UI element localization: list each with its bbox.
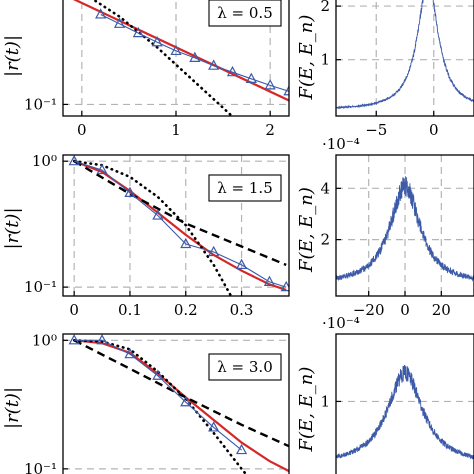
x-tick-label: −20 — [353, 301, 385, 319]
series-line-dashed — [73, 339, 289, 448]
annotation-label: λ = 0.5 — [217, 4, 272, 22]
grid-F_lambda_15 — [336, 155, 474, 296]
y-axis-label: F(E, E_n) — [296, 367, 317, 453]
series-r_lambda_05 — [72, 0, 289, 116]
series-line-blue — [100, 14, 289, 92]
y-tick-label: 1 — [320, 51, 330, 69]
data-point-triangle — [189, 51, 201, 62]
x-tick-label: 0.2 — [174, 301, 198, 319]
x-tick-label: 0.3 — [230, 301, 254, 319]
x-tick-label: 20 — [432, 301, 451, 319]
y-tick-label: 2 — [320, 231, 330, 249]
spectrum-line — [336, 0, 474, 110]
data-point-triangle — [96, 334, 108, 345]
grid-r_lambda_15 — [63, 155, 289, 296]
y-tick-label: 10⁻¹ — [24, 460, 57, 474]
y-tick-label: 10⁰ — [32, 152, 57, 170]
data-point-triangle — [235, 258, 248, 270]
x-tick-label: 0 — [429, 121, 439, 139]
data-point-triangle — [96, 163, 108, 175]
y-tick-label: 1 — [320, 392, 330, 410]
spectrum-line — [336, 364, 474, 460]
axes-frame — [62, 154, 290, 297]
series-line-blue — [74, 160, 287, 288]
x-tick-label: 0.1 — [118, 301, 142, 319]
axes-frame — [62, 333, 290, 474]
x-tick-label: 0 — [69, 301, 79, 319]
y-tick-label: 2 — [320, 0, 330, 15]
spectrum-line — [336, 176, 474, 282]
y-multiplier-label: ·10⁻⁴ — [322, 314, 360, 332]
data-point-triangle — [152, 369, 164, 380]
x-tick-label: 1 — [171, 121, 181, 139]
series-F_lambda_30 — [336, 364, 474, 460]
series-line-blue — [74, 339, 242, 451]
data-point-triangle — [68, 155, 80, 166]
data-point-triangle — [68, 334, 80, 345]
x-tick-label: 2 — [265, 121, 275, 139]
data-point-triangle — [208, 421, 220, 432]
series-r_lambda_30 — [68, 334, 289, 474]
annotation-box — [208, 353, 282, 381]
data-point-triangle — [95, 8, 107, 19]
data-point-triangle — [263, 275, 276, 287]
axes-frame — [335, 0, 474, 117]
data-point-triangle — [264, 79, 276, 90]
data-point-triangle — [208, 59, 220, 70]
y-axis-label: |r(t)| — [2, 387, 23, 429]
series-line-dashed — [73, 160, 287, 267]
axes-frame — [335, 333, 474, 474]
grid-r_lambda_05 — [63, 0, 289, 116]
data-point-triangle — [283, 85, 289, 96]
y-axis-label: |r(t)| — [2, 35, 23, 77]
data-point-triangle — [124, 347, 136, 359]
x-tick-label: 0 — [77, 121, 87, 139]
data-point-triangle — [245, 72, 257, 83]
data-point-triangle — [151, 35, 163, 47]
panel-F_lambda_15: −20 0 20 2 4F(E, E_n) ·10⁻⁴ — [296, 135, 474, 319]
data-point-triangle — [170, 44, 182, 56]
y-tick-label: 4 — [320, 179, 330, 197]
panel-r_lambda_15: 0 0.1 0.2 0.3 10⁰ 10⁻¹ |r(t)| — [2, 152, 290, 319]
data-point-triangle — [180, 395, 192, 407]
y-multiplier-label: ·10⁻⁴ — [322, 135, 360, 153]
panel-r_lambda_05: 0 1 2 10⁻¹|r(t)| — [2, 0, 290, 139]
data-point-triangle — [152, 209, 164, 220]
panel-F_lambda_05: −5 0 1 2F(E, E_n) — [296, 0, 474, 139]
annotation-label: λ = 1.5 — [217, 179, 272, 197]
data-point-triangle — [132, 26, 144, 38]
data-point-triangle — [180, 237, 192, 249]
y-tick-label: 10⁻¹ — [24, 95, 57, 113]
series-F_lambda_05 — [336, 0, 474, 110]
x-tick-label: −5 — [365, 121, 387, 139]
y-axis-label: F(E, E_n) — [296, 187, 317, 273]
data-point-triangle — [208, 245, 220, 257]
data-point-triangle — [113, 17, 126, 28]
y-axis-label: F(E, E_n) — [296, 15, 317, 101]
data-point-triangle — [226, 65, 239, 77]
annotation-box — [208, 0, 282, 27]
annotation-box — [208, 174, 282, 202]
series-line-dotted — [91, 0, 234, 116]
annotation-label: λ = 3.0 — [217, 358, 272, 376]
y-tick-label: 10⁰ — [32, 331, 57, 349]
axes-frame — [335, 154, 474, 297]
series-F_lambda_15 — [336, 176, 474, 282]
panel-r_lambda_30: 10⁰ 10⁻¹ |r(t)| — [2, 331, 290, 474]
grid-F_lambda_05 — [336, 0, 474, 116]
panel-F_lambda_30: 1F(E, E_n) ·10⁻⁴ — [296, 314, 474, 474]
y-tick-label: 10⁻¹ — [24, 278, 57, 296]
x-tick-label: 0 — [400, 301, 410, 319]
y-axis-label: |r(t)| — [2, 207, 23, 249]
data-point-triangle — [124, 186, 136, 198]
data-point-triangle — [235, 443, 248, 455]
